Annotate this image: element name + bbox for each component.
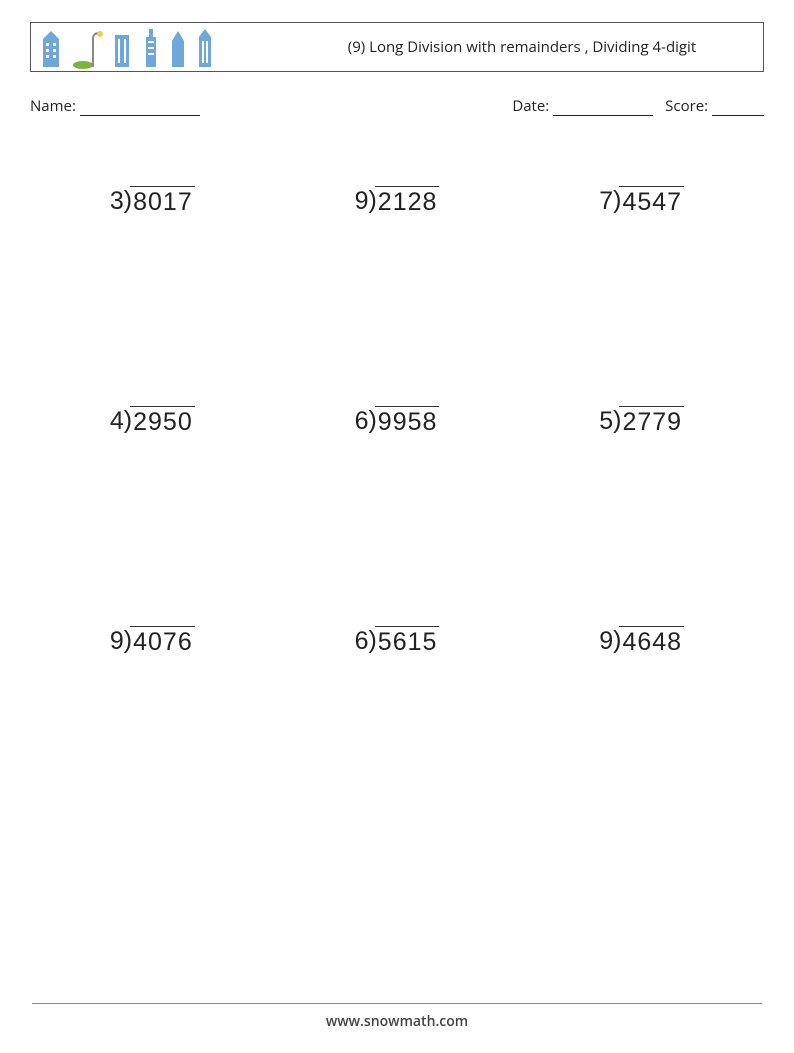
building-icon [141, 29, 161, 69]
dividend: 4076 [130, 626, 195, 657]
division-problem: 7)4547 [599, 186, 684, 217]
date-field: Date: [512, 96, 653, 116]
division-problem: 9)4076 [110, 626, 195, 657]
divisor: 7 [599, 186, 613, 216]
dividend: 4648 [619, 626, 684, 657]
divisor: 6 [355, 406, 369, 436]
name-label: Name: [30, 96, 76, 116]
worksheet-title: (9) Long Division with remainders , Divi… [281, 23, 763, 71]
dividend: 9958 [375, 406, 440, 437]
dividend: 4547 [619, 186, 684, 217]
dividend: 5615 [375, 626, 440, 657]
divisor: 6 [355, 626, 369, 656]
name-blank[interactable] [80, 99, 200, 116]
building-icon [37, 29, 65, 69]
footer-divider [32, 1003, 762, 1004]
divisor: 3 [110, 186, 124, 216]
divisor: 9 [110, 626, 124, 656]
date-score-fields: Date: Score: [464, 96, 764, 116]
dividend: 2779 [619, 406, 684, 437]
date-blank[interactable] [553, 99, 653, 116]
division-problem: 9)4648 [599, 626, 684, 657]
info-row: Name: Date: Score: [30, 96, 764, 116]
division-problem: 9)2128 [355, 186, 440, 217]
date-label: Date: [512, 96, 549, 116]
building-icon [195, 29, 215, 69]
division-problem: 5)2779 [599, 406, 684, 437]
score-label: Score: [665, 96, 708, 116]
header-box: (9) Long Division with remainders , Divi… [30, 22, 764, 72]
problems-grid: 3)8017 9)2128 7)4547 4)2950 6)9958 5)277… [30, 186, 764, 846]
divisor: 9 [355, 186, 369, 216]
worksheet-page: (9) Long Division with remainders , Divi… [0, 0, 794, 1053]
building-icon [111, 29, 133, 69]
header-icons [31, 23, 281, 71]
division-problem: 4)2950 [110, 406, 195, 437]
building-icon [169, 29, 187, 69]
footer: www.snowmath.com [0, 1003, 794, 1031]
dividend: 2128 [375, 186, 440, 217]
divisor: 9 [599, 626, 613, 656]
score-field: Score: [665, 96, 764, 116]
streetlamp-icon [73, 29, 103, 69]
division-problem: 6)9958 [355, 406, 440, 437]
dividend: 8017 [130, 186, 195, 217]
division-problem: 6)5615 [355, 626, 440, 657]
footer-text: www.snowmath.com [326, 1012, 468, 1031]
divisor: 4 [110, 406, 124, 436]
name-field: Name: [30, 96, 464, 116]
divisor: 5 [599, 406, 613, 436]
dividend: 2950 [130, 406, 195, 437]
division-problem: 3)8017 [110, 186, 195, 217]
score-blank[interactable] [712, 99, 764, 116]
